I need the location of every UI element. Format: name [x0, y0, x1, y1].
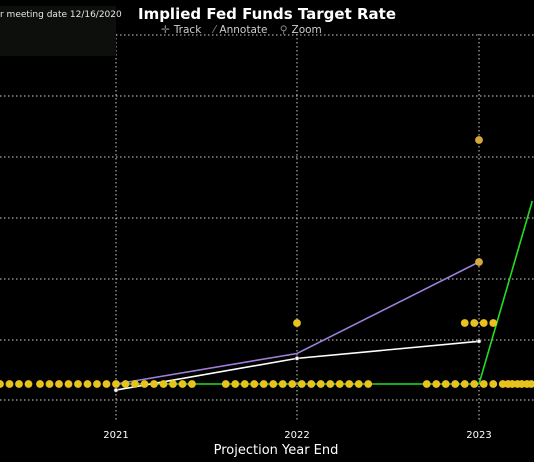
- participant-dot: [221, 380, 230, 388]
- median-marker: [294, 356, 300, 361]
- zoom-label: Zoom: [291, 24, 322, 36]
- participant-dot: [316, 380, 325, 388]
- dot-markers: [0, 136, 534, 388]
- participant-dot: [169, 380, 177, 388]
- participant-dot: [489, 319, 498, 327]
- participant-dot: [93, 380, 101, 388]
- participant-dot: [131, 380, 139, 388]
- series-line: [116, 200, 534, 385]
- participant-dot: [475, 136, 483, 144]
- participant-dot: [36, 380, 44, 388]
- x-tick-labels: 2021 2022 2023: [103, 430, 491, 441]
- magnifier-icon: ⚲: [279, 24, 288, 36]
- participant-dot: [479, 319, 488, 327]
- participant-dot: [460, 319, 469, 327]
- participant-dot: [441, 380, 450, 388]
- median-marker: [476, 338, 482, 344]
- participant-dot: [24, 380, 33, 388]
- chart-toolbar: ✛ Track ⁄ Annotate ⚲ Zoom: [161, 24, 331, 36]
- x-tick-label: 2022: [284, 430, 309, 441]
- participant-dot: [278, 380, 287, 388]
- participant-dot: [74, 380, 82, 388]
- participant-dot: [178, 380, 187, 388]
- participant-dot: [259, 380, 268, 388]
- crosshair-icon: ✛: [161, 24, 170, 36]
- meeting-date-label: r meeting date 12/16/2020: [0, 10, 122, 20]
- meeting-date-panel: r meeting date 12/16/2020: [0, 6, 122, 56]
- participant-dot: [297, 380, 306, 388]
- participant-dot: [345, 380, 354, 388]
- pencil-icon: ⁄: [213, 24, 216, 36]
- series-line: [115, 261, 480, 385]
- participant-dot: [523, 380, 531, 388]
- participant-dot: [0, 380, 4, 388]
- track-button[interactable]: ✛ Track: [161, 24, 201, 36]
- participant-dot: [102, 380, 111, 388]
- annotate-label: Annotate: [219, 24, 268, 36]
- participant-dot: [55, 380, 63, 388]
- participant-dot: [470, 380, 479, 388]
- track-label: Track: [173, 24, 202, 36]
- grid: [0, 34, 534, 422]
- participant-dot: [470, 319, 479, 327]
- participant-dot: [451, 380, 460, 388]
- participant-dot: [5, 380, 14, 388]
- participant-dot: [83, 380, 92, 388]
- x-axis-title: Projection Year End: [214, 443, 339, 458]
- chart-title: Implied Fed Funds Target Rate: [137, 5, 397, 23]
- participant-dot: [335, 380, 344, 388]
- series-lines: [113, 200, 534, 393]
- participant-dot: [250, 380, 259, 388]
- participant-dot: [269, 380, 278, 388]
- zoom-button[interactable]: ⚲ Zoom: [280, 24, 322, 36]
- participant-dot: [240, 380, 249, 388]
- participant-dot: [188, 380, 196, 388]
- annotate-button[interactable]: ⁄ Annotate: [214, 24, 268, 36]
- participant-dot: [460, 380, 469, 388]
- participant-dot: [326, 380, 335, 388]
- participant-dot: [64, 380, 73, 388]
- participant-dot: [307, 380, 316, 388]
- participant-dot: [293, 319, 301, 327]
- participant-dot: [150, 380, 158, 388]
- participant-dot: [354, 380, 363, 388]
- participant-dot: [475, 258, 483, 266]
- x-tick-label: 2021: [103, 430, 128, 441]
- participant-dot: [288, 380, 297, 388]
- participant-dot: [159, 380, 168, 388]
- median-marker: [113, 387, 119, 393]
- participant-dot: [364, 380, 373, 388]
- participant-dot: [45, 380, 54, 388]
- participant-dot: [422, 380, 431, 388]
- participant-dot: [112, 380, 120, 388]
- participant-dot: [432, 380, 441, 388]
- participant-dot: [513, 380, 522, 388]
- participant-dot: [504, 380, 512, 388]
- participant-dot: [140, 380, 149, 388]
- participant-dot: [121, 380, 130, 388]
- participant-dot: [15, 380, 23, 388]
- participant-dot: [479, 380, 488, 388]
- participant-dot: [231, 380, 240, 388]
- x-tick-label: 2023: [466, 430, 491, 441]
- participant-dot: [489, 380, 498, 388]
